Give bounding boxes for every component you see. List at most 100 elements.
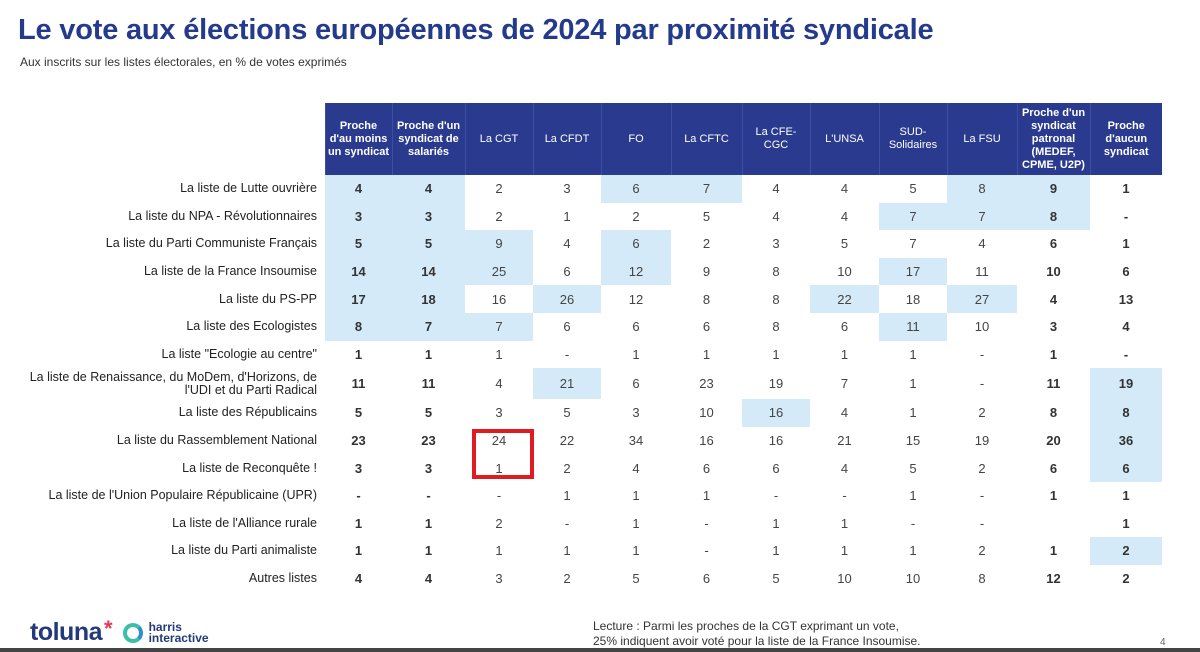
table-cell: 10: [974, 319, 990, 335]
table-cell: 12: [601, 257, 671, 286]
table-cell: 4: [495, 376, 503, 392]
column-header: Proche d'un syndicat patronal (MEDEF, CP…: [1016, 103, 1090, 175]
table-cell: 17: [879, 257, 947, 286]
table-cell: 6: [840, 319, 849, 335]
table-cell: 6: [601, 230, 671, 258]
table-cell: 6: [702, 571, 711, 587]
table-row: La liste de l'Alliance rurale 1 1 2 - 1 - 1 1 - - 1: [8, 510, 1162, 538]
table-cell: -: [426, 488, 431, 504]
table-cell: 1: [840, 543, 849, 559]
table-cell: 7: [465, 312, 533, 341]
row-label: La liste du Rassemblement National: [116, 433, 317, 448]
column-header: L'UNSA: [809, 103, 879, 175]
table-cell: 9: [465, 230, 533, 258]
table-cell: 7: [879, 202, 947, 231]
table-cell: 9: [1017, 175, 1090, 203]
table-cell: 3: [495, 405, 503, 421]
table-cell: 7: [840, 376, 849, 392]
table-cell: 1: [632, 543, 640, 559]
table-cell: 3: [1049, 319, 1058, 335]
table-cell: 22: [559, 433, 575, 449]
table-cell: 8: [1049, 405, 1058, 421]
table-cell: 12: [628, 291, 644, 307]
logo: toluna * harris interactive: [30, 616, 209, 647]
column-header: Proche d'au moins un syndicat: [324, 103, 392, 175]
table-cell: 1: [772, 346, 780, 362]
highlight-box-annotation: [472, 429, 534, 479]
column-header: La CFE-CGC: [741, 103, 810, 175]
table-cell: 11: [351, 376, 366, 392]
table-cell: 8: [1017, 202, 1090, 231]
results-table: Proche d'au moins un syndicat Proche d'un…: [8, 103, 1162, 592]
table-cell: -: [704, 515, 709, 531]
table-cell: 4: [978, 236, 986, 252]
row-label: Autres listes: [248, 571, 317, 586]
table-cell: 1: [1049, 346, 1058, 362]
table-cell: 16: [742, 399, 810, 427]
table-cell: -: [979, 488, 985, 504]
table-cell: 6: [1122, 264, 1130, 280]
row-label: La liste de la France Insoumise: [143, 264, 317, 279]
table-cell: 1: [909, 543, 917, 559]
table-cell: 1: [424, 543, 433, 559]
table-cell: 1: [909, 405, 917, 421]
table-cell: 7: [909, 236, 917, 252]
table-cell: 8: [702, 291, 711, 307]
table-cell: 1: [909, 376, 917, 392]
table-cell: 1: [632, 346, 640, 362]
table-cell: 18: [905, 291, 921, 307]
table-cell: -: [979, 515, 985, 531]
table-row: La liste du NPA - Révolutionnaires 3 3 2 1 2 5…: [8, 202, 1162, 231]
table-cell: 19: [1090, 368, 1162, 400]
table-cell: 20: [1046, 433, 1061, 449]
table-cell: 2: [563, 460, 571, 476]
table-cell: 2: [978, 460, 986, 476]
column-header: La CFTC: [670, 103, 742, 175]
row-label: La liste de Lutte ouvrière: [180, 181, 317, 196]
reading-note-line: Lecture : Parmi les proches de la CGT ex…: [593, 619, 899, 633]
table-cell: 11: [975, 264, 989, 280]
slide-title: Le vote aux élections européennes de 202…: [18, 14, 934, 46]
table-row: La liste de l'Union Populaire Républicai…: [8, 482, 1162, 510]
table-cell: 10: [1046, 264, 1061, 280]
table-row: La liste du PS-PP 17 18 16 26 12 8 8 22 18 27 4 13: [8, 285, 1162, 313]
table-cell: -: [842, 488, 847, 504]
table-cell: 11: [1046, 376, 1061, 392]
table-cell: 2: [563, 571, 571, 587]
table-cell: 6: [563, 264, 571, 280]
row-label: La liste de l'Union Populaire Républicai…: [48, 488, 318, 503]
table-cell: 1: [495, 543, 503, 559]
table-row: La liste de Renaissance, du MoDem, d'Hor…: [8, 368, 1162, 400]
table-cell: 2: [495, 515, 503, 531]
table-cell: 6: [563, 319, 571, 335]
table-cell: -: [564, 515, 570, 531]
table-cell: 11: [421, 376, 436, 392]
table-cell: -: [704, 543, 709, 559]
table-cell: 24: [491, 433, 507, 449]
table-row: La liste des Ecologistes 8 7 7 6 6 6 8 6 11 10 3 4: [8, 312, 1162, 341]
table-cell: -: [1123, 208, 1129, 224]
table-cell: 12: [1046, 571, 1061, 587]
table-cell: 8: [1090, 399, 1162, 427]
table-cell: 1: [702, 488, 711, 504]
corner-cell: [8, 103, 325, 175]
table-cell: 4: [840, 460, 849, 476]
table-cell: 4: [840, 405, 849, 421]
table-cell: 1: [772, 543, 780, 559]
row-label: La liste "Ecologie au centre": [161, 346, 318, 361]
table-cell: 18: [392, 285, 465, 313]
table-cell: 25: [465, 257, 533, 286]
table-cell: 1: [1049, 488, 1058, 504]
table-cell: 1: [1122, 236, 1130, 252]
table-cell: 2: [632, 208, 640, 224]
table-cell: -: [1123, 346, 1129, 362]
table-cell: 4: [424, 571, 433, 587]
table-cell: 8: [772, 291, 780, 307]
table-cell: 3: [354, 460, 363, 476]
table-cell: 4: [325, 175, 392, 203]
bottom-border: [0, 648, 1200, 652]
table-cell: 7: [947, 202, 1017, 231]
table-cell: -: [356, 488, 361, 504]
table-cell: 22: [810, 285, 879, 313]
table-cell: 3: [392, 202, 465, 231]
